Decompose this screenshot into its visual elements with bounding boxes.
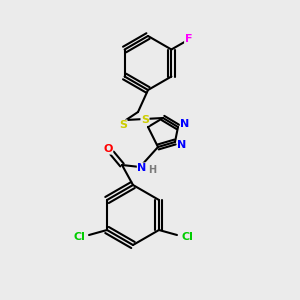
Text: O: O: [103, 144, 113, 154]
Text: F: F: [184, 34, 192, 44]
Text: N: N: [177, 140, 187, 150]
Text: N: N: [137, 163, 147, 173]
Text: N: N: [180, 119, 190, 129]
Text: Cl: Cl: [73, 232, 85, 242]
Text: S: S: [141, 115, 149, 125]
Text: H: H: [148, 165, 156, 175]
Text: S: S: [119, 120, 127, 130]
Text: Cl: Cl: [181, 232, 193, 242]
